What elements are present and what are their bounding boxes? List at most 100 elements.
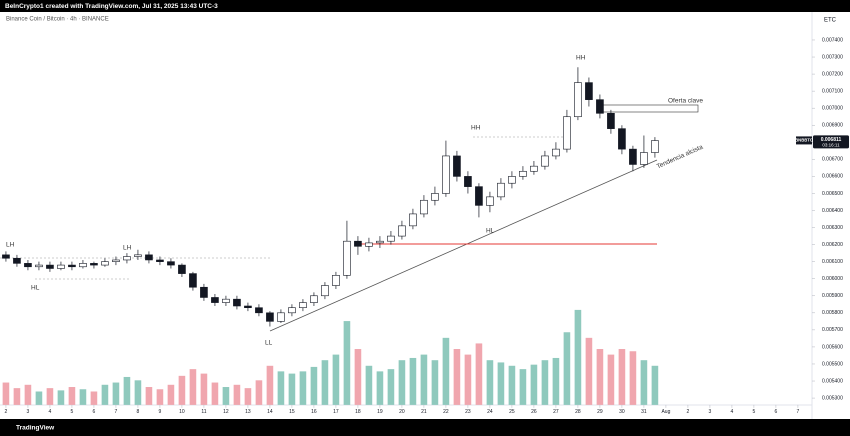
- volume-bar: [200, 373, 208, 405]
- annotation: Oferta clave: [668, 98, 703, 105]
- volume-bar: [354, 349, 362, 405]
- x-tick-label: 25: [509, 409, 515, 415]
- x-tick-label: 5: [71, 409, 74, 415]
- candle-body: [519, 170, 527, 177]
- volume-bar: [585, 337, 593, 405]
- header-bar: [0, 0, 850, 12]
- candle-body: [596, 99, 604, 114]
- volume-bar: [552, 357, 560, 405]
- candle-body: [618, 128, 626, 150]
- candle-body: [431, 193, 439, 201]
- x-tick-label: 3: [709, 409, 712, 415]
- volume-bar: [640, 360, 648, 405]
- candle-body: [442, 155, 450, 194]
- x-tick-label: 10: [179, 409, 185, 415]
- x-tick-label: 2: [5, 409, 8, 415]
- volume-bar: [376, 371, 384, 405]
- volume-bar: [255, 380, 263, 405]
- candle-body: [453, 155, 461, 177]
- volume-bar: [618, 349, 626, 405]
- volume-bar: [541, 360, 549, 405]
- volume-bar: [156, 389, 164, 405]
- y-tick-label: 0.005700: [822, 327, 843, 333]
- volume-bar: [563, 332, 571, 405]
- volume-bar: [420, 354, 428, 405]
- x-tick-label: 11: [201, 409, 206, 415]
- y-tick-label: 0.006300: [822, 225, 843, 231]
- x-tick-label: 19: [377, 409, 383, 415]
- trend-line: [269, 159, 658, 332]
- volume-bar: [288, 373, 296, 405]
- candle-body: [607, 113, 615, 129]
- volume-bar: [57, 390, 65, 405]
- candle-body: [321, 285, 329, 297]
- x-tick-label: 26: [531, 409, 537, 415]
- candle-body: [574, 82, 582, 118]
- x-tick-label: 6: [775, 409, 778, 415]
- x-tick-label: 8: [137, 409, 140, 415]
- y-tick-label: 0.005300: [822, 395, 843, 401]
- candle-body: [112, 259, 120, 262]
- volume-layer: [2, 309, 659, 405]
- volume-bar: [299, 371, 307, 405]
- candle-body: [244, 305, 252, 309]
- candle-body: [585, 82, 593, 100]
- candle-body: [255, 307, 263, 314]
- last-price-tag: [813, 135, 849, 149]
- footer-text: TradingView: [16, 425, 55, 432]
- volume-bar: [464, 354, 472, 405]
- x-tick-label: 23: [465, 409, 471, 415]
- candle-body: [552, 148, 560, 157]
- volume-bar: [574, 309, 582, 405]
- candle-body: [189, 273, 197, 288]
- y-tick-label: 0.006200: [822, 242, 843, 248]
- candle-body: [343, 240, 351, 276]
- volume-bar: [46, 388, 54, 405]
- annotation: LL: [265, 340, 273, 347]
- supply-zone: [602, 104, 699, 113]
- y-tick-label: 0.006500: [822, 191, 843, 197]
- annotation: LH: [123, 245, 132, 252]
- x-tick-label: 21: [421, 409, 427, 415]
- y-tick-label: 0.007300: [822, 54, 843, 60]
- header-text: BeInCrypto1 created with TradingView.com…: [5, 3, 218, 10]
- y-tick-label: 0.006400: [822, 208, 843, 214]
- x-tick-label: 4: [49, 409, 52, 415]
- symbol-title: Binance Coin / Bitcoin · 4h · BINANCE: [6, 17, 109, 23]
- candles-layer: [2, 67, 659, 327]
- candle-body: [409, 213, 417, 227]
- candle-body: [464, 176, 472, 187]
- x-tick-label: 13: [245, 409, 251, 415]
- volume-bar: [211, 382, 219, 405]
- volume-bar: [398, 360, 406, 405]
- x-tick-label: 28: [575, 409, 581, 415]
- volume-bar: [112, 382, 120, 405]
- volume-bar: [519, 369, 527, 405]
- volume-bar: [497, 362, 505, 405]
- candle-body: [46, 264, 54, 269]
- volume-bar: [387, 369, 395, 405]
- candle-body: [233, 298, 241, 307]
- annotation: HH: [576, 55, 586, 62]
- candle-body: [145, 254, 153, 261]
- volume-bar: [508, 365, 516, 405]
- candle-body: [420, 199, 428, 215]
- volume-bar: [123, 376, 131, 405]
- volume-bar: [453, 349, 461, 405]
- volume-bar: [629, 351, 637, 405]
- x-tick-label: 29: [597, 409, 603, 415]
- candle-body: [299, 302, 307, 309]
- countdown: 03:16:11: [822, 143, 840, 148]
- annotation: HH: [471, 125, 481, 132]
- x-tick-label: 12: [223, 409, 229, 415]
- volume-bar: [332, 354, 340, 405]
- candle-body: [211, 297, 219, 303]
- volume-bar: [145, 387, 153, 405]
- x-tick-label: 17: [333, 409, 339, 415]
- volume-bar: [343, 321, 351, 405]
- volume-bar: [651, 365, 659, 405]
- y-tick-label: 0.005600: [822, 344, 843, 350]
- symbol-label: BNBBTC: [795, 138, 813, 143]
- x-tick-label: 30: [619, 409, 625, 415]
